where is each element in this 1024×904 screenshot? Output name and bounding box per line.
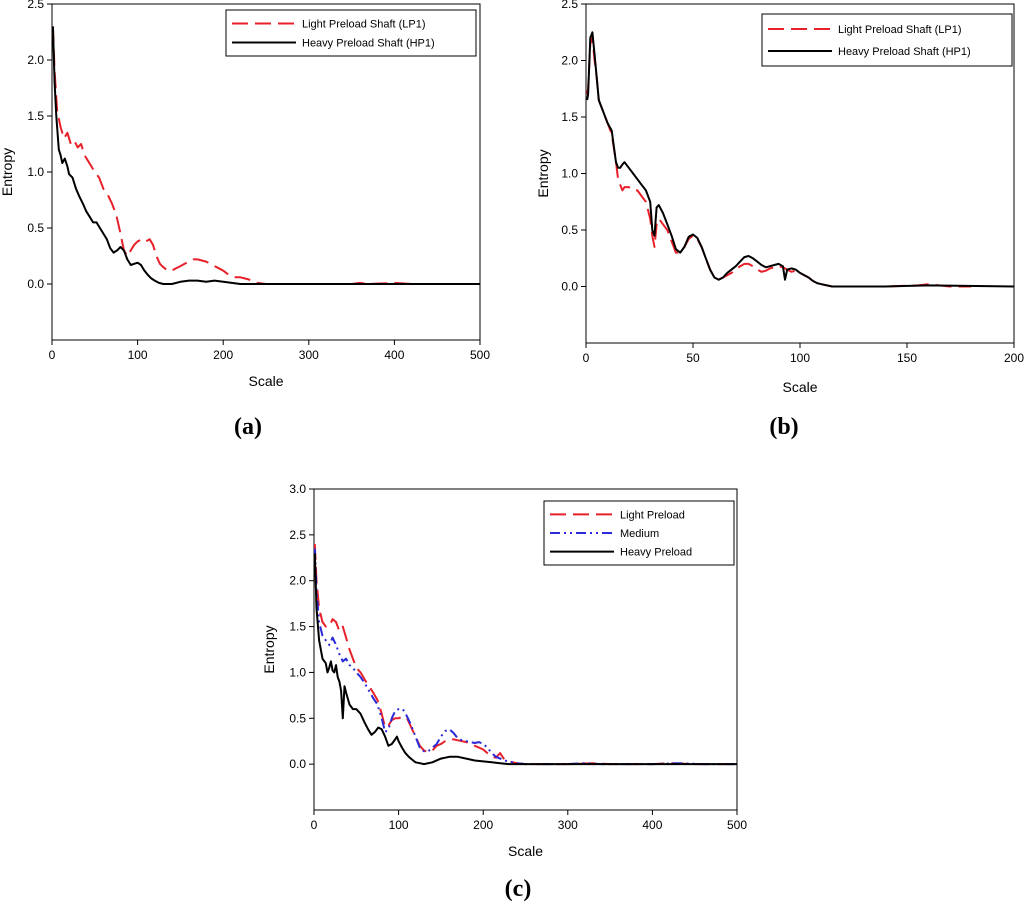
panel-b: 0 50 100 150 200 0.0 0.5 1.0 1.5 2.0 2.5 Scale Entro…	[535, 0, 1024, 440]
plot-frame	[313, 488, 738, 811]
y-tick-label: 0.0	[561, 280, 578, 294]
x-tick-label: 500	[470, 348, 490, 362]
legend-box	[543, 500, 735, 566]
y-tick-label: 2.0	[561, 54, 578, 68]
plot-area-a: 0 100 200 300 400 500 0.0 0.5 1.0 1.5 2.0 2.5 Scale E…	[0, 0, 490, 389]
series-line-1	[314, 543, 737, 766]
panel-label-c: (c)	[505, 876, 532, 902]
series-line-1	[586, 36, 972, 288]
y-tick-label: 2.5	[561, 0, 578, 11]
y-tick-label: 0.0	[27, 277, 44, 291]
x-axis-title: Scale	[782, 379, 817, 395]
x-tick-label: 100	[389, 818, 409, 832]
x-tick-label: 100	[790, 351, 810, 365]
y-tick-label: 1.0	[289, 665, 306, 679]
legend-label: Light Preload Shaft (LP1)	[302, 19, 426, 31]
plot-area-b: 0 50 100 150 200 0.0 0.5 1.0 1.5 2.0 2.5 Scale Entro…	[535, 0, 1024, 395]
series-line-2	[52, 26, 480, 285]
legend-label: Heavy Preload Shaft (HP1)	[302, 38, 435, 50]
x-tick-label: 300	[299, 348, 319, 362]
series-line-1	[52, 26, 480, 285]
x-tick-label: 200	[1004, 351, 1024, 365]
y-tick-label: 1.5	[27, 109, 44, 123]
x-tick-label: 400	[642, 818, 662, 832]
x-tick-label: 400	[384, 348, 404, 362]
legend-label: Heavy Preload	[620, 547, 692, 559]
plot-area-c: 0 100 200 300 400 500 0.0 0.5 1.0 1.5 2.0 2.5 3.0 Sca…	[261, 482, 747, 859]
x-axis-title: Scale	[248, 373, 283, 389]
y-tick-label: 2.5	[27, 0, 44, 11]
panel-label-b: (b)	[769, 414, 798, 440]
legend-label: Heavy Preload Shaft (HP1)	[838, 46, 971, 58]
y-axis-title: Entropy	[535, 149, 551, 197]
x-tick-label: 100	[128, 348, 148, 362]
y-tick-label: 3.0	[289, 482, 306, 496]
x-tick-label: 150	[897, 351, 917, 365]
x-tick-label: 500	[727, 818, 747, 832]
y-tick-label: 0.0	[289, 757, 306, 771]
y-tick-label: 0.5	[561, 223, 578, 237]
y-tick-label: 2.5	[289, 528, 306, 542]
series-line-2	[314, 548, 737, 766]
legend-box	[761, 13, 1013, 67]
y-axis-title: Entropy	[0, 148, 15, 196]
y-tick-label: 1.0	[27, 165, 44, 179]
series-line-3	[314, 553, 737, 766]
legend-label: Light Preload	[620, 509, 685, 521]
y-tick-label: 0.5	[27, 221, 44, 235]
y-tick-label: 0.5	[289, 711, 306, 725]
y-tick-label: 1.5	[289, 620, 306, 634]
series-line-2	[586, 31, 1014, 288]
x-tick-label: 200	[213, 348, 233, 362]
panel-a: 0 100 200 300 400 500 0.0 0.5 1.0 1.5 2.0 2.5 Scale E…	[0, 0, 490, 440]
legend-label: Medium	[620, 528, 659, 540]
y-axis-title: Entropy	[261, 625, 277, 673]
x-tick-label: 0	[49, 348, 56, 362]
x-tick-label: 0	[311, 818, 318, 832]
x-tick-label: 200	[473, 818, 493, 832]
legend-label: Light Preload Shaft (LP1)	[838, 24, 962, 36]
x-tick-label: 50	[686, 351, 700, 365]
x-tick-label: 300	[558, 818, 578, 832]
y-tick-label: 1.5	[561, 110, 578, 124]
x-tick-label: 0	[583, 351, 590, 365]
panel-c: 0 100 200 300 400 500 0.0 0.5 1.0 1.5 2.0 2.5 3.0 Sca…	[261, 482, 747, 902]
panel-label-a: (a)	[234, 414, 262, 440]
y-tick-label: 2.0	[289, 574, 306, 588]
x-axis-title: Scale	[508, 843, 543, 859]
y-tick-label: 2.0	[27, 53, 44, 67]
y-tick-label: 1.0	[561, 167, 578, 181]
legend-box	[225, 9, 477, 57]
